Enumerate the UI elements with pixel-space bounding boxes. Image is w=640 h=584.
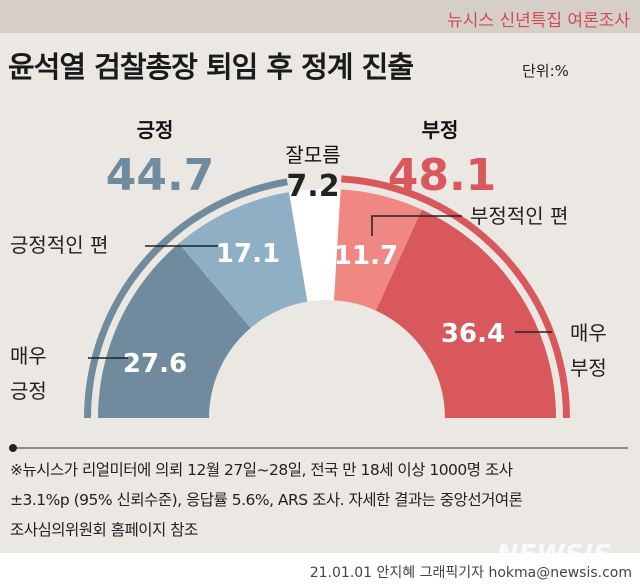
page-title: 윤석열 검찰총장 퇴임 후 정계 진출 xyxy=(8,50,414,84)
label-somewhat-positive: 긍정적인 편 xyxy=(10,233,108,257)
ring-positive xyxy=(84,178,288,418)
label-very-positive-2: 긍정 xyxy=(10,379,47,403)
credit-line: 21.01.01 안지혜 그래픽기자 hokma@newsis.com xyxy=(309,565,632,581)
header-band xyxy=(0,0,640,33)
note-line-2: ±3.1%p (95% 신뢰수준), 응답률 5.6%, ARS 조사. 자세한… xyxy=(10,491,523,509)
group-label-negative: 부정 xyxy=(422,118,459,142)
label-very-negative-1: 매우 xyxy=(570,321,607,345)
label-very-negative-2: 부정 xyxy=(570,356,607,380)
group-label-positive: 긍정 xyxy=(137,118,174,142)
group-value-positive: 44.7 xyxy=(106,150,215,201)
segment-somewhat-negative xyxy=(334,189,422,311)
group-label-unknown: 잘모름 xyxy=(285,143,340,167)
group-value-negative: 48.1 xyxy=(388,150,497,201)
segment-very-positive xyxy=(98,243,251,418)
note-line-1: ※뉴시스가 리얼미터에 의뢰 12월 27일~28일, 전국 만 18세 이상 … xyxy=(10,461,513,479)
seg-value-somewhat-positive: 17.1 xyxy=(216,239,280,269)
segment-somewhat-positive xyxy=(178,192,308,329)
note-line-3: 조사심의위원회 홈페이지 참조 xyxy=(10,521,198,539)
segment-unknown xyxy=(289,189,341,302)
seg-value-somewhat-negative: 11.7 xyxy=(334,241,398,271)
unit-label: 단위:% xyxy=(522,62,569,80)
seg-value-very-negative: 36.4 xyxy=(441,319,505,349)
segment-very-negative xyxy=(375,209,556,418)
divider-dot xyxy=(9,444,17,452)
group-value-unknown: 7.2 xyxy=(286,169,339,204)
label-very-positive-1: 매우 xyxy=(10,344,47,368)
newsis-watermark: NEWSIS xyxy=(496,540,612,570)
leader-somewhat-negative xyxy=(371,215,462,236)
label-somewhat-negative: 부정적인 편 xyxy=(470,204,568,228)
brand-label: 뉴시스 신년특집 여론조사 xyxy=(447,11,630,31)
seg-value-very-positive: 27.6 xyxy=(123,349,187,379)
